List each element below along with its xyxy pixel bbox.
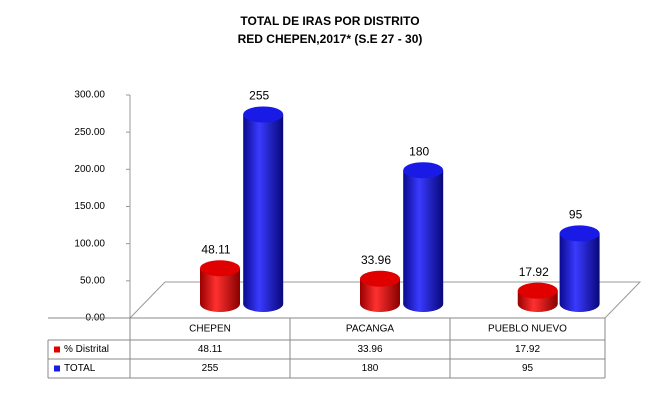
bar [243,106,284,312]
y-tick-label: 300.00 [74,90,105,101]
y-tick-label: 250.00 [74,127,105,138]
table-cell: 95 [522,363,534,374]
table-cell: 33.96 [357,344,382,355]
x-tick-label: PACANGA [346,324,394,335]
bar [200,260,240,312]
data-label: 255 [249,89,269,103]
y-tick-label: 50.00 [80,275,105,286]
y-tick-label: 100.00 [74,238,105,249]
bar-part [559,233,600,304]
chart-subtitle: RED CHEPEN,2017* (S.E 27 - 30) [238,32,423,46]
y-tick-label: 150.00 [74,201,105,212]
legend-swatch [54,365,60,372]
bar [360,270,400,312]
bar-part [403,170,444,304]
data-label: 17.92 [519,265,549,279]
bar-part [200,260,240,277]
bar-part [243,106,284,123]
data-label: 95 [569,208,583,222]
bar [517,282,558,312]
table-cell: 17.92 [515,344,540,355]
bar [403,162,444,312]
legend-label: TOTAL [64,363,96,374]
data-label: 33.96 [361,253,391,267]
table-cell: 255 [202,363,219,374]
data-label: 180 [409,144,429,158]
legend-label: % Distrital [64,344,109,355]
bar-part [517,282,558,299]
x-tick-label: CHEPEN [189,324,231,335]
table-cell: 48.11 [198,344,223,355]
y-tick-label: 200.00 [74,164,105,175]
bar-part [403,162,444,179]
bar [559,225,600,312]
data-label: 48.11 [201,242,230,256]
chart-title: TOTAL DE IRAS POR DISTRITO [240,14,419,28]
table-cell: 180 [362,363,379,374]
bar-part [243,114,284,304]
bar-part [559,225,600,242]
x-tick-label: PUEBLO NUEVO [488,324,567,335]
legend-swatch [54,346,60,353]
bar-part [360,270,400,287]
